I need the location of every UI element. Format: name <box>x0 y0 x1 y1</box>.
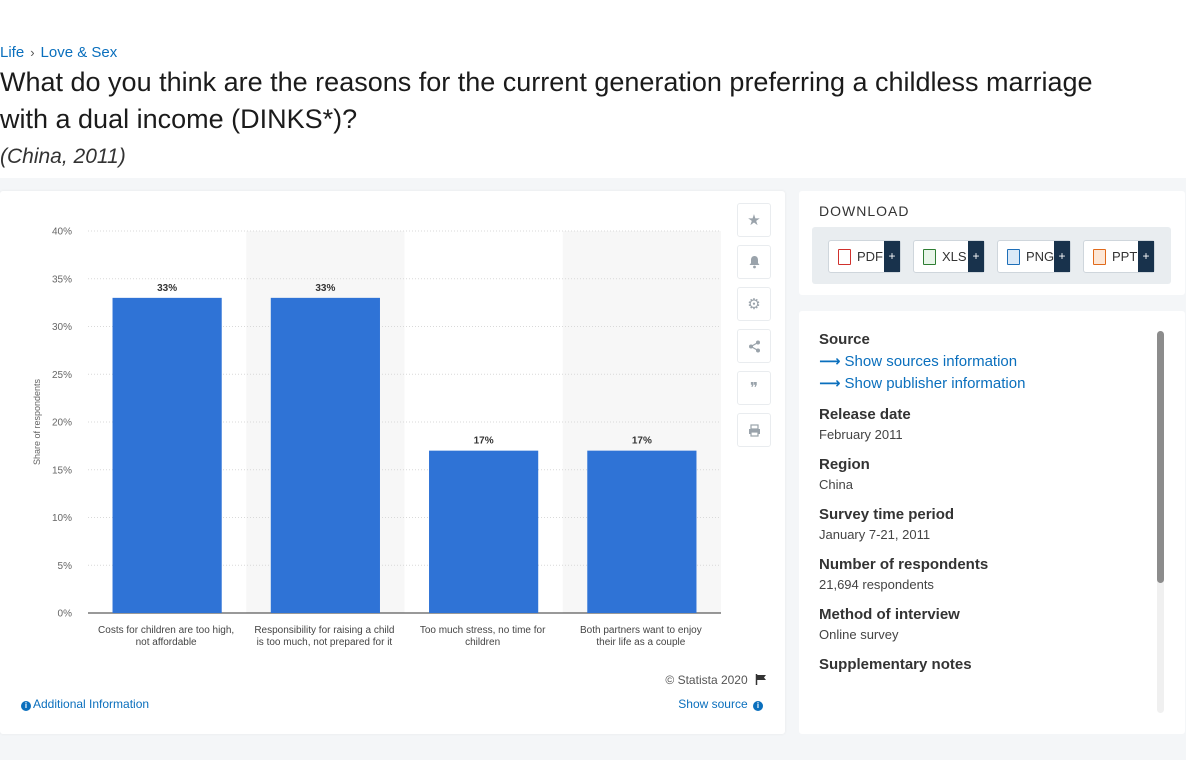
download-pdf-button[interactable]: PDF + <box>828 240 901 273</box>
breadcrumb-love-sex[interactable]: Love & Sex <box>40 44 118 61</box>
bar <box>429 450 539 613</box>
y-tick-label: 40% <box>52 227 72 238</box>
y-tick-label: 0% <box>58 609 73 620</box>
chart-toolbar: ★ ⚙ ❞ <box>737 203 773 455</box>
bar <box>112 297 222 613</box>
show-sources-label: Show sources information <box>844 353 1018 370</box>
details-scrollbar[interactable] <box>1157 331 1164 713</box>
favorite-star-icon[interactable]: ★ <box>737 203 771 237</box>
statistic-details-card: Source ⟶ Show sources information ⟶ Show p… <box>799 311 1185 734</box>
breadcrumb: Life › Love & Sex <box>0 44 117 61</box>
bar <box>587 450 697 613</box>
page-title: What do you think are the reasons for th… <box>0 67 1093 134</box>
data-label: 33% <box>157 283 177 294</box>
method-label: Method of interview <box>819 606 960 623</box>
pdf-file-icon <box>838 248 851 265</box>
data-label: 17% <box>474 436 494 447</box>
region-value: China <box>819 477 853 492</box>
download-pdf-label: PDF <box>857 249 883 264</box>
copyright-text: © Statista 2020 <box>665 673 748 687</box>
download-button-bar: PDF + XLS + PNG + PPT + <box>812 227 1171 284</box>
plus-icon: + <box>1138 241 1154 272</box>
breadcrumb-separator-icon: › <box>30 45 35 60</box>
show-sources-link[interactable]: ⟶ Show sources information <box>819 352 1149 370</box>
source-label: Source <box>819 331 870 348</box>
release-date-label: Release date <box>819 406 911 423</box>
statistic-details: Source ⟶ Show sources information ⟶ Show p… <box>819 331 1149 677</box>
flag-icon[interactable] <box>755 674 767 685</box>
x-tick-label: Responsibility for raising a child <box>254 625 394 636</box>
x-tick-label: their life as a couple <box>596 637 685 648</box>
survey-period-value: January 7-21, 2011 <box>819 527 931 542</box>
release-date-value: February 2011 <box>819 427 903 442</box>
download-card: DOWNLOAD PDF + XLS + PNG + PPT + <box>799 191 1185 295</box>
x-tick-label: not affordable <box>136 637 197 648</box>
plus-icon: + <box>1054 241 1070 272</box>
arrow-right-icon: ⟶ <box>819 375 841 392</box>
share-icon[interactable] <box>737 329 771 363</box>
show-publisher-link[interactable]: ⟶ Show publisher information <box>819 374 1149 392</box>
xls-file-icon <box>923 248 936 265</box>
settings-gear-icon[interactable]: ⚙ <box>737 287 771 321</box>
additional-information-link[interactable]: i Additional Information <box>19 697 149 711</box>
y-tick-label: 35% <box>52 274 72 285</box>
supplementary-notes-label: Supplementary notes <box>819 656 972 673</box>
download-ppt-button[interactable]: PPT + <box>1083 240 1155 273</box>
y-tick-label: 30% <box>52 322 72 333</box>
chart-copyright: © Statista 2020 <box>665 673 767 687</box>
bar <box>270 297 380 613</box>
plus-icon: + <box>968 241 984 272</box>
region-label: Region <box>819 456 870 473</box>
ppt-file-icon <box>1093 248 1106 265</box>
y-axis-title: Share of respondents <box>32 378 42 465</box>
info-icon: i <box>21 701 31 711</box>
download-xls-button[interactable]: XLS + <box>913 240 985 273</box>
data-label: 33% <box>315 283 335 294</box>
x-tick-label: is too much, not prepared for it <box>257 637 393 648</box>
download-ppt-label: PPT <box>1112 249 1138 264</box>
download-png-button[interactable]: PNG + <box>997 240 1071 273</box>
notification-bell-icon[interactable] <box>737 245 771 279</box>
page-subtitle: (China, 2011) <box>0 145 126 168</box>
bar-chart: 0% 5% 10% 15% 20% 25% 30% 35% 40% Share of respon… <box>32 227 721 648</box>
y-tick-label: 20% <box>52 418 72 429</box>
y-tick-label: 10% <box>52 513 72 524</box>
show-source-label: Show source <box>678 697 748 711</box>
y-tick-label: 5% <box>58 561 73 572</box>
png-file-icon <box>1007 248 1020 265</box>
arrow-right-icon: ⟶ <box>819 353 841 370</box>
plus-icon: + <box>884 241 900 272</box>
download-png-label: PNG <box>1026 249 1055 264</box>
method-value: Online survey <box>819 627 899 642</box>
x-tick-label: Too much stress, no time for <box>420 625 546 636</box>
data-label: 17% <box>632 436 652 447</box>
info-icon: i <box>753 701 763 711</box>
survey-period-label: Survey time period <box>819 506 955 523</box>
download-title: DOWNLOAD <box>819 203 910 219</box>
respondents-value: 21,694 respondents <box>819 577 934 592</box>
show-source-link[interactable]: Show source i <box>678 697 765 711</box>
additional-information-label: Additional Information <box>33 697 150 711</box>
chart-card: 0% 5% 10% 15% 20% 25% 30% 35% 40% Share of respon… <box>0 191 785 734</box>
citation-quote-icon[interactable]: ❞ <box>737 371 771 405</box>
x-tick-label: children <box>465 637 500 648</box>
y-tick-label: 15% <box>52 465 72 476</box>
breadcrumb-life[interactable]: Life <box>0 44 25 61</box>
header-area <box>0 0 1186 178</box>
x-tick-label: Costs for children are too high, <box>98 625 234 636</box>
x-tick-label: Both partners want to enjoy <box>580 625 702 636</box>
respondents-label: Number of respondents <box>819 556 989 573</box>
download-xls-label: XLS <box>942 249 967 264</box>
details-scroll-thumb[interactable] <box>1157 331 1164 583</box>
show-publisher-label: Show publisher information <box>844 375 1026 392</box>
print-icon[interactable] <box>737 413 771 447</box>
y-tick-label: 25% <box>52 370 72 381</box>
